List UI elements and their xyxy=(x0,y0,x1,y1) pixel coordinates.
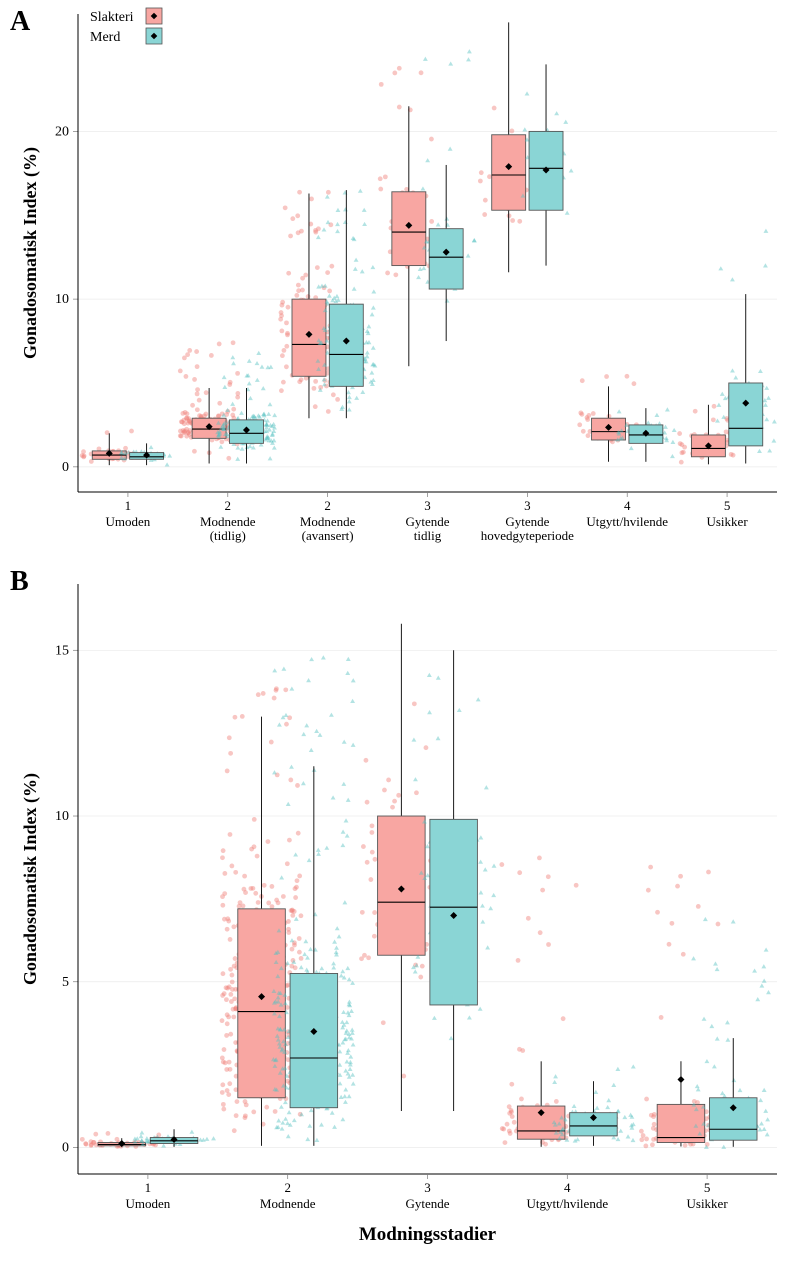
svg-text:20: 20 xyxy=(55,124,69,139)
svg-text:Gytende: Gytende xyxy=(405,514,449,529)
svg-text:Gytende: Gytende xyxy=(505,514,549,529)
svg-text:Gonadosomatisk Index (%): Gonadosomatisk Index (%) xyxy=(20,147,41,359)
svg-text:(tidlig): (tidlig) xyxy=(210,528,246,543)
svg-text:3: 3 xyxy=(424,498,431,513)
svg-text:1: 1 xyxy=(145,1180,152,1195)
panel-b-label: B xyxy=(10,566,29,598)
svg-text:4: 4 xyxy=(564,1180,571,1195)
svg-text:Usikker: Usikker xyxy=(706,514,748,529)
svg-text:Slakteri: Slakteri xyxy=(90,10,134,25)
svg-text:tidlig: tidlig xyxy=(414,528,442,543)
svg-text:2: 2 xyxy=(324,498,331,513)
svg-text:5: 5 xyxy=(704,1180,711,1195)
svg-text:Modnende: Modnende xyxy=(300,514,356,529)
svg-text:15: 15 xyxy=(55,643,69,658)
svg-text:3: 3 xyxy=(524,498,531,513)
panel-a-svg: 01020Gonadosomatisk Index (%)1Umoden2Mod… xyxy=(0,0,793,560)
svg-text:0: 0 xyxy=(62,1140,69,1155)
svg-text:Merd: Merd xyxy=(90,30,120,45)
svg-text:Usikker: Usikker xyxy=(687,1196,729,1211)
panel-b: B 051015Gonadosomatisk Index (%)1Umoden2… xyxy=(0,560,793,1250)
svg-text:Modnende: Modnende xyxy=(200,514,256,529)
svg-text:Gonadosomatisk Index (%): Gonadosomatisk Index (%) xyxy=(20,773,41,985)
svg-text:10: 10 xyxy=(55,809,69,824)
svg-text:hovedgyteperiode: hovedgyteperiode xyxy=(481,528,574,543)
svg-text:5: 5 xyxy=(724,498,731,513)
svg-text:10: 10 xyxy=(55,292,69,307)
svg-text:Umoden: Umoden xyxy=(106,514,151,529)
svg-text:2: 2 xyxy=(284,1180,291,1195)
svg-text:1: 1 xyxy=(125,498,132,513)
svg-text:Utgytt/hvilende: Utgytt/hvilende xyxy=(586,514,668,529)
panel-a-label: A xyxy=(10,6,30,38)
svg-text:Modningsstadier: Modningsstadier xyxy=(359,1224,497,1245)
svg-text:3: 3 xyxy=(424,1180,431,1195)
svg-text:2: 2 xyxy=(225,498,232,513)
svg-text:4: 4 xyxy=(624,498,631,513)
svg-text:5: 5 xyxy=(62,975,69,990)
svg-text:0: 0 xyxy=(62,460,69,475)
svg-text:Umoden: Umoden xyxy=(126,1196,171,1211)
panel-a: A 01020Gonadosomatisk Index (%)1Umoden2M… xyxy=(0,0,793,560)
figure-container: A 01020Gonadosomatisk Index (%)1Umoden2M… xyxy=(0,0,793,1262)
svg-text:Gytende: Gytende xyxy=(405,1196,449,1211)
svg-text:Utgytt/hvilende: Utgytt/hvilende xyxy=(526,1196,608,1211)
panel-b-svg: 051015Gonadosomatisk Index (%)1Umoden2Mo… xyxy=(0,560,793,1250)
svg-text:Modnende: Modnende xyxy=(260,1196,316,1211)
svg-text:(avansert): (avansert) xyxy=(302,528,354,543)
